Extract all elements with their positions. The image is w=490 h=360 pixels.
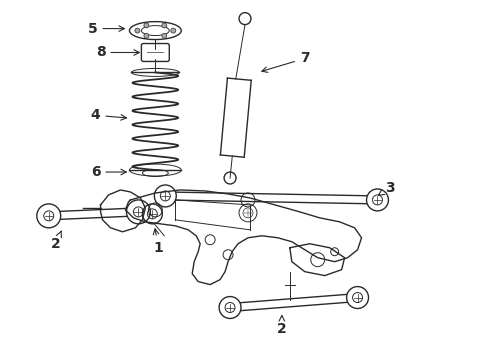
Circle shape [171,28,176,33]
Circle shape [144,23,149,28]
Text: 2: 2 [51,231,61,251]
Circle shape [162,33,167,38]
Text: 3: 3 [378,181,394,195]
Text: 5: 5 [88,22,124,36]
Circle shape [144,33,149,38]
Text: 2: 2 [277,315,287,337]
Text: 8: 8 [96,45,139,59]
Circle shape [162,23,167,28]
Circle shape [135,28,140,33]
Text: 4: 4 [91,108,126,122]
Text: 7: 7 [262,51,310,72]
Text: 6: 6 [91,165,126,179]
Text: 1: 1 [153,229,163,255]
